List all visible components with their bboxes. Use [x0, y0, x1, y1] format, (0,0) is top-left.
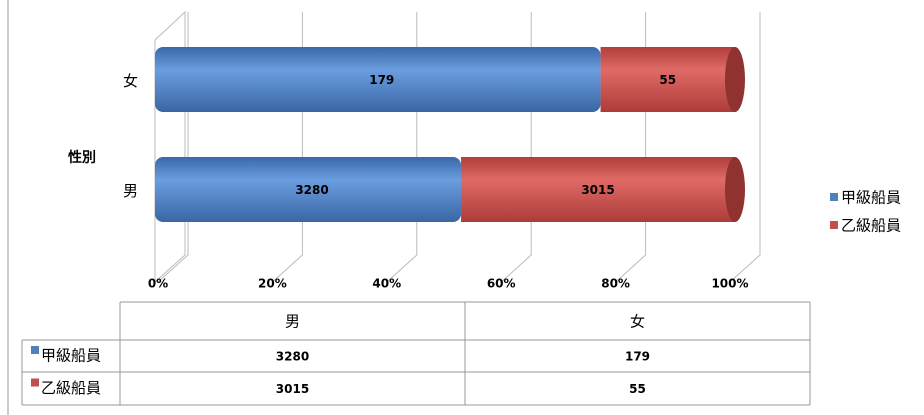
table-cell: 3015	[276, 382, 309, 396]
table-swatch	[31, 378, 39, 387]
bar-segment	[155, 157, 462, 222]
y-axis-title: 性別	[68, 149, 96, 166]
data-label: 55	[659, 73, 676, 87]
table-cell: 179	[625, 350, 650, 364]
legend-label: 乙級船員	[841, 217, 901, 235]
bar-segment	[600, 47, 735, 112]
table-header: 男	[285, 313, 300, 331]
data-label: 3280	[295, 183, 328, 197]
x-tick-label: 100%	[711, 277, 748, 291]
bar-end	[725, 157, 745, 222]
legend-label: 甲級船員	[841, 189, 901, 207]
x-tick-label: 20%	[258, 277, 287, 291]
x-tick-label: 80%	[601, 277, 630, 291]
table-row-label: 甲級船員	[41, 347, 101, 365]
bar-segment	[155, 47, 601, 112]
data-label: 3015	[581, 183, 614, 197]
legend-swatch	[830, 193, 838, 201]
x-tick-label: 60%	[487, 277, 516, 291]
data-label: 179	[369, 73, 394, 87]
bar-segment	[461, 157, 735, 222]
table-header: 女	[630, 313, 645, 331]
table-cell: 55	[629, 382, 646, 396]
x-tick-label: 0%	[148, 277, 168, 291]
legend-swatch	[830, 221, 838, 229]
table-row-label: 乙級船員	[41, 379, 101, 397]
y-tick-label: 女	[123, 72, 138, 90]
grid-line	[729, 12, 761, 283]
table-cell: 3280	[276, 350, 309, 364]
y-tick-label: 男	[123, 182, 138, 200]
bar-end	[725, 47, 745, 112]
table-swatch	[31, 346, 39, 354]
x-tick-label: 40%	[372, 277, 401, 291]
